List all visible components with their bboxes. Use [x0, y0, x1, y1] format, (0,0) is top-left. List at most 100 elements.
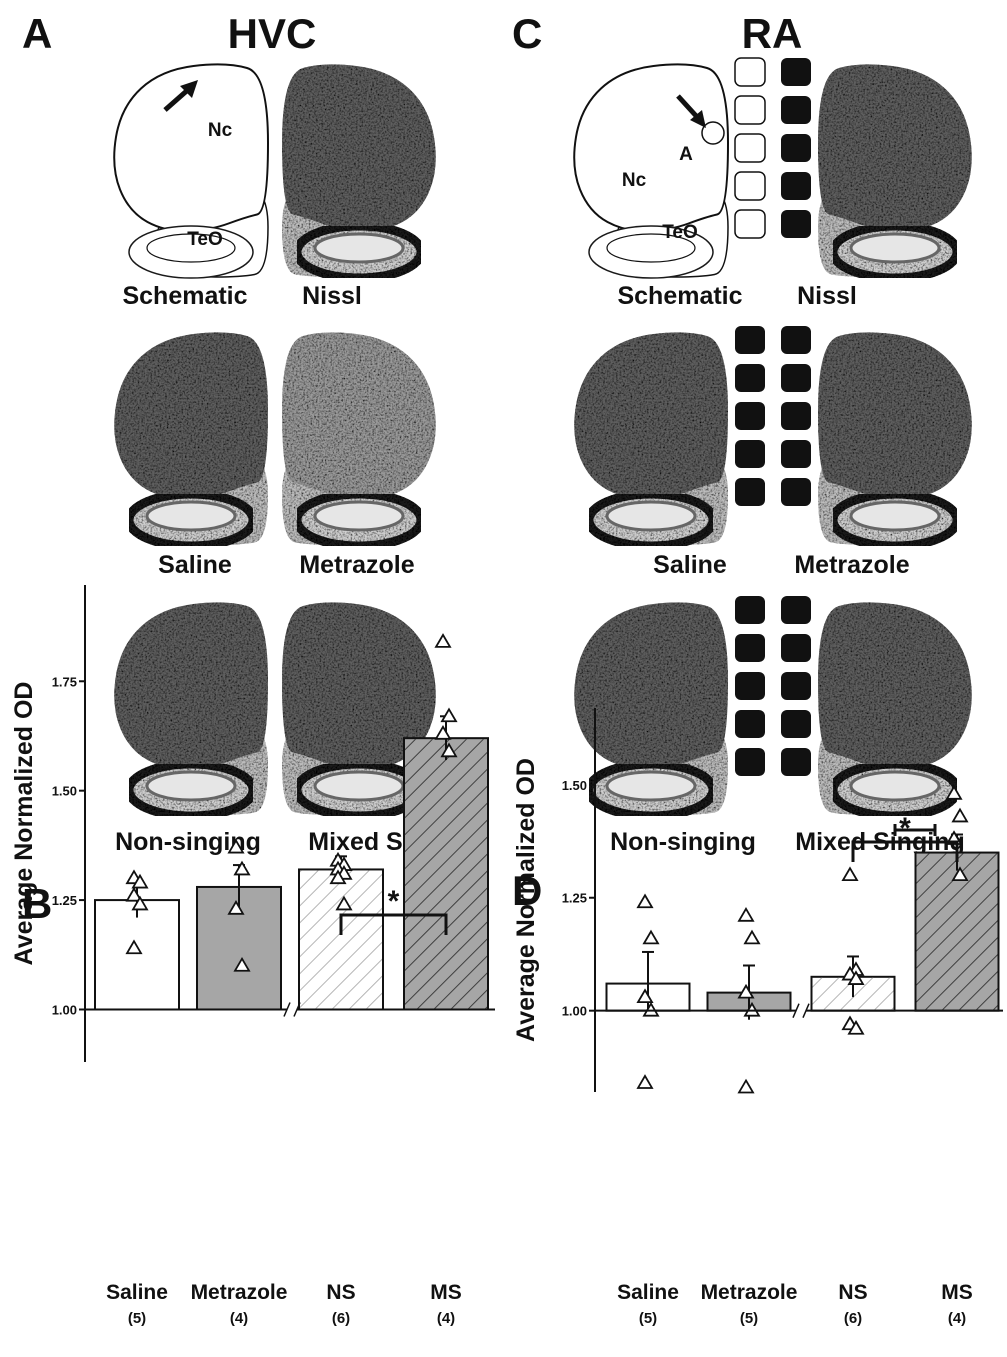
cerebellum-fold — [735, 478, 765, 506]
data-point — [440, 742, 458, 758]
cerebrum — [818, 602, 972, 770]
y-axis-label: Average Normalized OD — [512, 758, 540, 1042]
cerebrum — [818, 64, 972, 232]
axis-break — [283, 1002, 291, 1017]
y-axis-label: Average Normalized OD — [10, 682, 38, 966]
data-point — [737, 1078, 755, 1094]
data-point — [434, 725, 452, 740]
n-label: (4) — [437, 1310, 455, 1327]
data-point — [125, 886, 143, 902]
image-caption: Schematic — [617, 282, 742, 310]
brain-half — [573, 57, 766, 279]
axis-break — [293, 1002, 301, 1017]
cerebellum-fold — [781, 364, 811, 392]
cerebellum-fold — [735, 672, 765, 700]
image-caption: Schematic — [122, 282, 247, 310]
y-tick-label: 1.00 — [562, 1004, 587, 1019]
tectum-inner — [606, 233, 696, 263]
cerebellum-fold — [734, 57, 766, 87]
cerebellum-fold — [781, 134, 811, 162]
data-point — [636, 893, 654, 909]
data-point — [743, 929, 761, 945]
schematic-label: Nc — [622, 170, 647, 191]
data-point — [945, 785, 963, 800]
data-point — [329, 869, 347, 885]
cerebrum — [114, 602, 268, 770]
image-caption: Nissl — [797, 282, 857, 310]
cerebellum-fold — [781, 402, 811, 430]
tectum-inner — [605, 770, 697, 802]
significance-bracket — [339, 913, 448, 935]
image-caption: Saline — [653, 551, 727, 579]
y-tick-label: 1.50 — [562, 778, 587, 793]
brain-half — [574, 596, 765, 821]
panel-title: HVC — [228, 10, 317, 57]
cerebrum — [282, 332, 436, 500]
x-tick-label: MS — [941, 1281, 973, 1304]
brain-images — [113, 57, 972, 821]
tectum-inner — [145, 500, 237, 532]
brain-half — [282, 332, 436, 551]
cerebrum — [113, 63, 270, 233]
cerebellum-fold — [781, 710, 811, 738]
axis-break — [792, 1003, 800, 1018]
brain-half — [781, 326, 972, 551]
cerebellum-fold — [781, 96, 811, 124]
x-tick-label: Metrazole — [191, 1281, 288, 1304]
y-tick-label: 1.25 — [562, 891, 587, 906]
cerebellum-fold — [781, 210, 811, 238]
cerebellum-fold — [735, 710, 765, 738]
data-point — [841, 866, 859, 882]
cerebellum-fold — [734, 133, 766, 163]
image-caption: Non-singing — [610, 828, 756, 856]
brain-half — [781, 596, 972, 821]
schematic-label: TeO — [187, 229, 223, 250]
tectum-inner — [605, 500, 697, 532]
x-tick-label: Metrazole — [701, 1281, 798, 1304]
data-point — [227, 838, 245, 854]
x-tick-label: MS — [430, 1281, 462, 1304]
data-point — [636, 1074, 654, 1089]
n-label: (5) — [740, 1310, 758, 1327]
data-point — [951, 866, 969, 882]
n-label: (4) — [948, 1310, 966, 1327]
brain-half — [282, 64, 436, 283]
brain-half — [574, 326, 765, 551]
data-point — [131, 873, 149, 889]
data-point — [847, 1019, 865, 1035]
n-label: (4) — [230, 1310, 248, 1327]
data-point — [131, 895, 149, 911]
tectum-inner — [849, 770, 941, 802]
tectum-inner — [313, 500, 405, 532]
y-tick-label: 1.00 — [52, 1002, 77, 1017]
cerebellum-fold — [781, 748, 811, 776]
n-label: (5) — [639, 1310, 657, 1327]
brain-half — [113, 63, 270, 279]
arrow — [676, 94, 700, 120]
significance-label: * — [899, 812, 911, 845]
n-label: (5) — [128, 1310, 146, 1327]
cerebellum-fold — [735, 634, 765, 662]
axis-break — [802, 1003, 810, 1018]
cerebrum — [574, 602, 728, 770]
data-point — [125, 939, 143, 955]
brain-half — [114, 332, 268, 551]
cerebellum-fold — [781, 672, 811, 700]
cerebrum — [573, 63, 730, 233]
ra-outline — [701, 121, 725, 145]
y-tick-label: 1.25 — [52, 893, 77, 908]
data-point — [847, 970, 865, 985]
data-point — [743, 1001, 761, 1017]
tectum-inner — [313, 232, 405, 264]
data-point — [642, 929, 660, 945]
schematic-label: Nc — [208, 120, 233, 141]
data-point — [335, 895, 353, 911]
cerebrum — [818, 332, 972, 500]
x-tick-label: NS — [838, 1281, 867, 1304]
brain-half — [114, 602, 268, 821]
data-point — [642, 1001, 660, 1017]
cerebellum-fold — [735, 440, 765, 468]
